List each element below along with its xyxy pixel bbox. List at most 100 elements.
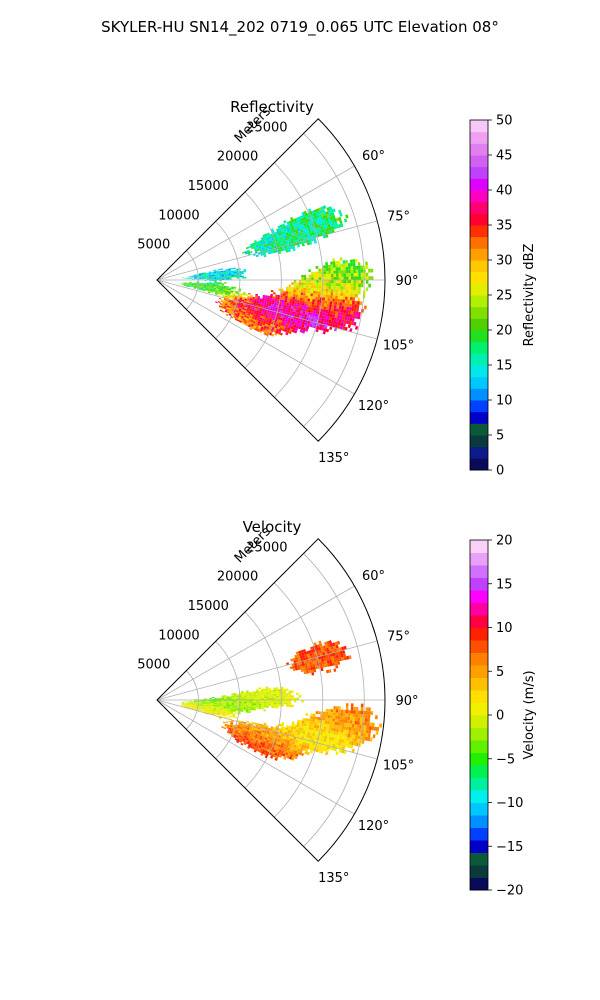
echo-cell	[329, 659, 333, 664]
echo-cell	[236, 277, 240, 279]
echo-cell	[322, 720, 325, 724]
radial-tick-label: 5000	[137, 238, 170, 253]
echo-cell	[326, 660, 330, 664]
echo-cell	[246, 316, 250, 319]
echo-cell	[241, 272, 244, 275]
echo-cell	[236, 697, 240, 699]
echo-cell	[242, 311, 246, 314]
echo-cell	[368, 729, 372, 734]
echo-cell	[223, 289, 226, 291]
echo-cell	[229, 703, 232, 706]
echo-cell	[303, 671, 307, 675]
echo-cell	[214, 697, 217, 699]
echo-cell	[246, 704, 249, 707]
echo-cell	[322, 218, 327, 223]
echo-cell	[259, 700, 262, 702]
echo-cell	[312, 313, 316, 317]
echo-cell	[240, 294, 243, 297]
echo-cell	[350, 266, 354, 270]
echo-cell	[198, 707, 202, 709]
echo-cell	[236, 734, 240, 737]
echo-cell	[283, 240, 287, 244]
echo-cell	[211, 282, 215, 284]
echo-cell	[246, 314, 250, 318]
echo-cell	[346, 280, 349, 284]
echo-cell	[289, 740, 293, 744]
echo-cell	[309, 323, 313, 328]
echo-cell	[193, 274, 197, 276]
echo-cell	[288, 725, 292, 729]
echo-cell	[221, 310, 225, 313]
echo-cell	[227, 310, 231, 313]
echo-cell	[245, 317, 249, 321]
echo-cell	[320, 219, 324, 224]
echo-cell	[299, 227, 303, 231]
echo-cell	[203, 289, 206, 292]
echo-cell	[181, 282, 185, 284]
echo-cell	[209, 282, 212, 284]
echo-cell	[325, 224, 329, 229]
echo-cell	[196, 701, 200, 703]
echo-cell	[311, 280, 314, 283]
echo-cell	[368, 276, 371, 280]
echo-cell	[223, 709, 226, 711]
echo-cell	[321, 649, 325, 653]
echo-cell	[266, 746, 270, 750]
echo-cell	[324, 297, 328, 301]
echo-cell	[218, 297, 222, 300]
echo-cell	[223, 300, 226, 303]
echo-cell	[181, 283, 185, 285]
echo-cell	[282, 295, 286, 298]
echo-cell	[352, 717, 356, 721]
echo-cell	[218, 290, 221, 293]
echo-cell	[365, 280, 369, 284]
echo-cell	[316, 725, 320, 729]
echo-cell	[311, 672, 315, 676]
colorbar-tick-label: 5	[496, 429, 504, 444]
echo-cell	[326, 316, 330, 320]
echo-cell	[318, 285, 322, 289]
echo-cell	[300, 728, 304, 731]
echo-cell	[307, 667, 311, 671]
echo-cell	[226, 277, 230, 279]
echo-cell	[257, 322, 260, 326]
echo-cell	[226, 306, 229, 309]
echo-cell	[183, 705, 187, 707]
colorbar-swatch	[470, 577, 488, 591]
echo-cell	[203, 704, 207, 707]
echo-cell	[249, 696, 252, 699]
echo-cell	[330, 270, 334, 274]
echo-cell	[286, 300, 290, 304]
echo-cell	[233, 706, 237, 709]
echo-cell	[241, 729, 244, 732]
echo-cell	[347, 313, 351, 318]
echo-cell	[341, 316, 345, 320]
echo-cell	[301, 300, 305, 304]
echo-cell	[345, 263, 349, 267]
echo-cell	[325, 711, 329, 715]
colorbar-swatch	[470, 155, 488, 168]
echo-cell	[337, 312, 341, 316]
echo-cell	[259, 239, 263, 243]
echo-cell	[265, 241, 269, 245]
echo-cell	[311, 210, 315, 214]
echo-cell	[241, 277, 244, 279]
echo-cell	[238, 315, 242, 318]
echo-cell	[276, 748, 280, 752]
echo-cell	[221, 697, 225, 699]
echo-cell	[290, 728, 294, 732]
echo-cell	[253, 323, 257, 327]
echo-cell	[320, 728, 324, 733]
echo-cell	[244, 700, 247, 702]
echo-cell	[312, 296, 316, 300]
echo-cell	[313, 288, 316, 292]
echo-cell	[320, 212, 325, 217]
echo-cell	[252, 320, 256, 324]
echo-cell	[304, 731, 308, 735]
echo-cell	[364, 718, 368, 723]
echo-cell	[206, 705, 209, 707]
echo-cell	[280, 248, 283, 252]
echo-cell	[256, 310, 260, 314]
echo-cell	[335, 664, 339, 669]
echo-cell	[288, 233, 292, 237]
